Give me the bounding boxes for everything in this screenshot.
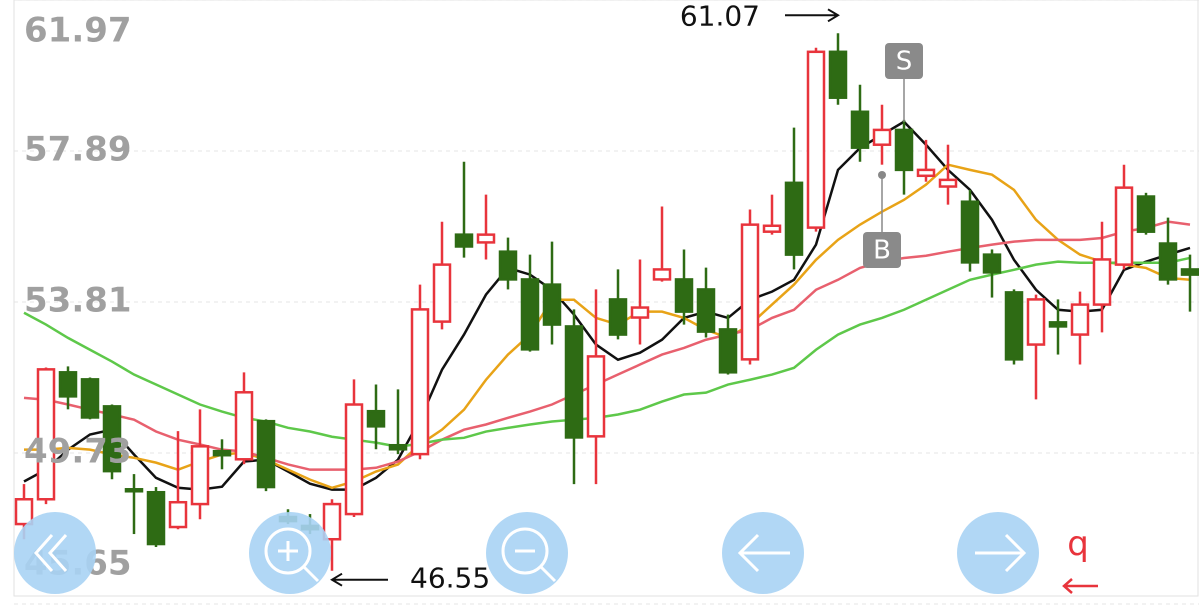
candle-body <box>806 50 826 229</box>
candle-body <box>674 278 694 313</box>
moving-average-line <box>23 120 1191 491</box>
moving-average-line <box>23 256 1191 448</box>
candle-body <box>520 278 540 351</box>
y-tick-label: 53.81 <box>24 281 132 321</box>
candle-body <box>146 490 166 546</box>
high-label: 61.07 <box>680 0 760 32</box>
candle-body <box>432 263 452 323</box>
candle-body <box>564 325 584 439</box>
y-tick-label: 57.89 <box>24 130 132 170</box>
candle-body <box>1004 291 1024 361</box>
candle-body <box>498 250 518 281</box>
candle-body <box>630 306 650 319</box>
candle-body <box>938 178 958 188</box>
candle-body <box>586 355 606 438</box>
candle-body <box>542 283 562 326</box>
candle-body <box>1092 258 1112 306</box>
high-arrow <box>785 8 840 23</box>
candle-body <box>1026 298 1046 346</box>
candle-body <box>212 449 232 457</box>
candle-body <box>1180 268 1199 276</box>
signal-box <box>863 232 901 268</box>
zoom-in-button[interactable] <box>249 512 331 594</box>
y-tick-label: 61.97 <box>24 11 132 51</box>
candle-body <box>14 498 34 526</box>
right-button[interactable] <box>957 512 1039 594</box>
plot-frame <box>13 0 1199 597</box>
footer-mark[interactable]: q <box>1067 524 1089 564</box>
candle-body <box>322 502 342 541</box>
candle-body <box>58 371 78 398</box>
candle-body <box>916 168 936 178</box>
candle-body <box>1158 242 1178 281</box>
zoom-out-button[interactable] <box>486 512 568 594</box>
candle-body <box>190 445 210 506</box>
candle-body <box>1048 321 1068 328</box>
candle-body <box>80 378 100 419</box>
candle-body <box>476 233 496 244</box>
candle-body <box>828 50 848 99</box>
candle-body <box>608 298 628 336</box>
y-tick-label: 49.73 <box>24 432 132 472</box>
signal-label: B <box>873 236 891 266</box>
candle-body <box>960 200 980 264</box>
candle-body <box>1114 186 1134 266</box>
signal-label: S <box>896 47 913 77</box>
candle-body <box>256 419 276 489</box>
first-button[interactable] <box>14 512 96 594</box>
left-button[interactable] <box>722 512 804 594</box>
candle-body <box>872 128 892 146</box>
candle-body <box>102 405 122 473</box>
candle-body <box>762 224 782 233</box>
candle-body <box>344 403 364 516</box>
candle-body <box>124 488 144 493</box>
candle-body <box>36 368 56 501</box>
candle-body <box>1070 303 1090 336</box>
candle-body <box>366 409 386 428</box>
candle-body <box>850 110 870 149</box>
moving-average-line <box>23 220 1191 471</box>
low-label: 46.55 <box>410 562 490 595</box>
candle-body <box>1136 195 1156 233</box>
candle-body <box>982 253 1002 274</box>
candle-body <box>696 288 716 333</box>
footer-arrow <box>1062 578 1098 594</box>
candle-body <box>234 391 254 461</box>
candle-body <box>894 128 914 172</box>
candle-body <box>388 443 408 451</box>
candle-body <box>652 268 672 281</box>
signal-box <box>885 43 923 79</box>
candle-body <box>168 500 188 529</box>
candle-body <box>454 233 474 248</box>
low-arrow <box>330 572 388 587</box>
candle-body <box>410 308 430 456</box>
candle-body <box>784 181 804 256</box>
candle-body <box>740 223 760 361</box>
candle-body <box>718 328 738 374</box>
signal-dot <box>878 171 886 179</box>
